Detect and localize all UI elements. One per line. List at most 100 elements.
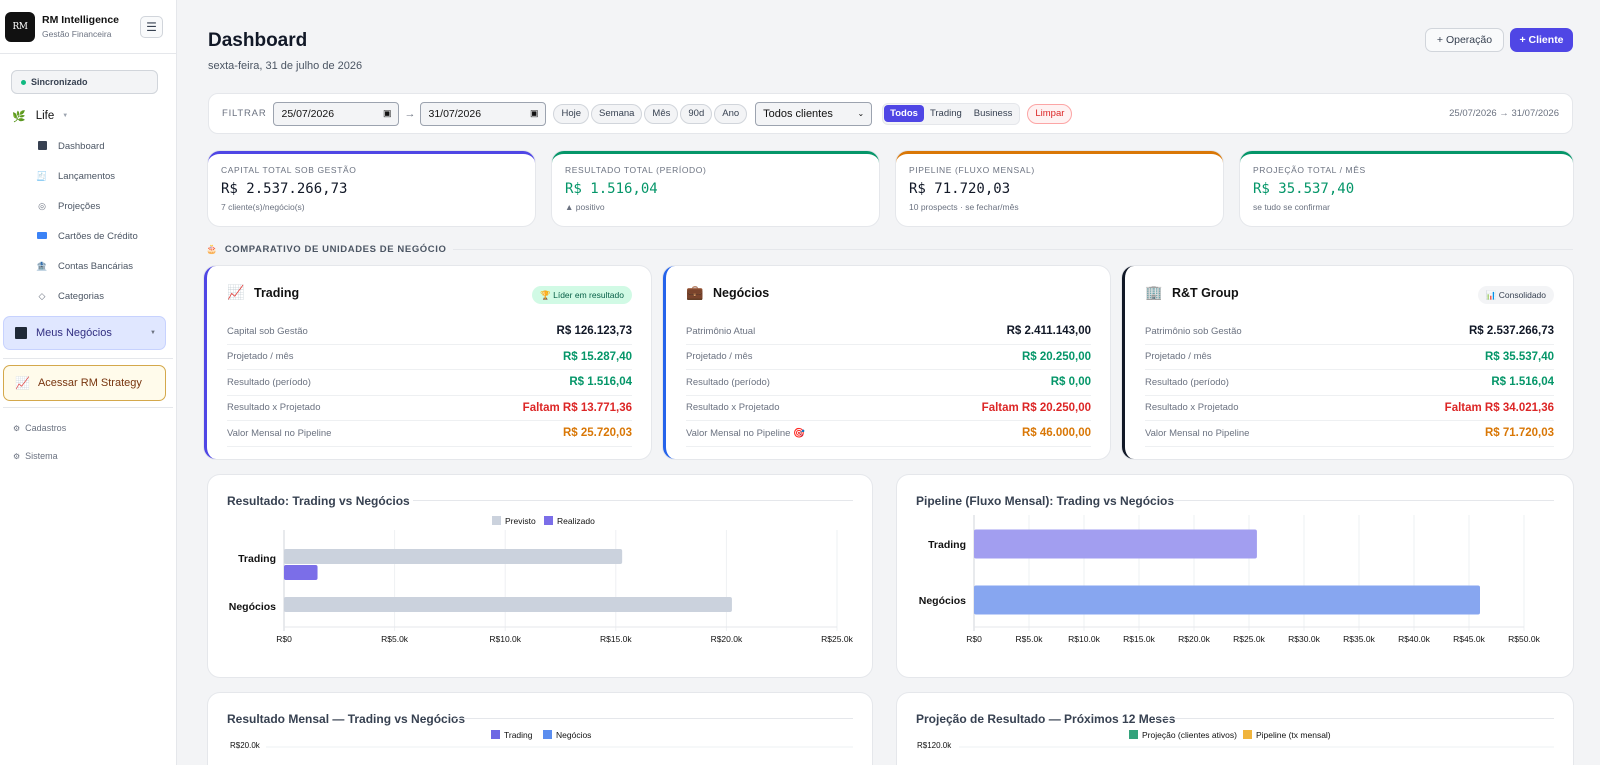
tick-label: R$45.0k (1453, 634, 1485, 644)
brand-logo: RM (5, 11, 35, 42)
tick-label: R$0 (276, 634, 292, 644)
unit-card-trading: 📈 Trading 🏆 Líder em resultado Capital s… (204, 266, 651, 459)
quick-filter-ano[interactable]: Ano (714, 103, 748, 124)
leaf-icon: 🌿 (12, 110, 26, 123)
divider (1157, 718, 1554, 719)
legend-label: Realizado (557, 516, 595, 526)
unit-row: Resultado (período) R$ 1.516,04 (227, 370, 632, 396)
filter-label: FILTRAR (222, 108, 267, 119)
category-label: Trading (928, 539, 966, 551)
add-operation-button[interactable]: + Operação (1425, 28, 1504, 52)
quick-filter-hoje[interactable]: Hoje (553, 103, 590, 124)
unit-row-label: Resultado (período) (227, 376, 311, 388)
divider (1167, 500, 1554, 501)
sidebar-item-categorias[interactable]: ◇ Categorias (0, 281, 176, 311)
unit-row-label: Projetado / mês (227, 351, 294, 363)
unit-row-label: Resultado (período) (686, 376, 770, 388)
client-select[interactable]: Todos clientes ⌄ (755, 101, 873, 126)
unit-name: R&T Group (1172, 285, 1239, 300)
chart-title: Resultado: Trading vs Negócios (227, 494, 410, 508)
tick-label: R$0 (966, 634, 982, 644)
sidebar-item-meus-negocios[interactable]: Meus Negócios ▼ (3, 316, 166, 350)
unit-row-label: Valor Mensal no Pipeline (1145, 427, 1250, 439)
sidebar-item-projecoes[interactable]: ◎ Projeções (0, 191, 176, 221)
sidebar-item-label: Projeções (58, 200, 101, 212)
date-from-value: 25/07/2026 (281, 107, 335, 120)
segment-trading[interactable]: Trading (929, 108, 962, 119)
calendar-icon: ▣ (529, 108, 539, 118)
sidebar-item-cartoes[interactable]: Cartões de Crédito (0, 221, 176, 251)
quick-filter-semana[interactable]: Semana (591, 103, 643, 124)
segment-todos[interactable]: Todos (884, 105, 924, 122)
sidebar: RM RM Intelligence Gestão Financeira ☰ S… (0, 0, 177, 765)
kpi-card-pipeline: PIPELINE (FLUXO MENSAL) R$ 71.720,03 10 … (896, 151, 1223, 226)
calendar-icon: ▣ (382, 108, 392, 118)
tick-label: R$25.0k (1233, 634, 1265, 644)
building-icon: 🏢 (1145, 284, 1163, 300)
chart-resultado-mensal: Trading Negócios R$20.0k (230, 730, 853, 750)
unit-row-label: Resultado x Projetado (686, 402, 780, 414)
unit-row: Valor Mensal no Pipeline R$ 71.720,03 (1145, 421, 1554, 447)
add-client-button[interactable]: + Cliente (1510, 28, 1573, 52)
bar (974, 529, 1257, 559)
acessar-strategy-button[interactable]: 📈 Acessar RM Strategy (3, 365, 166, 401)
tick-label: R$15.0k (600, 634, 632, 644)
date-from-input[interactable]: 25/07/2026 ▣ (273, 101, 400, 126)
clear-filter-button[interactable]: Limpar (1027, 103, 1073, 124)
sidebar-item-label: Categorias (58, 290, 104, 302)
unit-row-value: R$ 126.123,73 (556, 325, 632, 338)
legend-swatch (1243, 730, 1252, 739)
menu-toggle-button[interactable]: ☰ (140, 16, 163, 38)
bar (284, 597, 732, 612)
unit-row: Patrimônio Atual R$ 2.411.143,00 (686, 319, 1091, 345)
kpi-subtext: ▲ positivo (565, 202, 605, 212)
chart-panel-pipeline: Pipeline (Fluxo Mensal): Trading vs Negó… (897, 475, 1573, 677)
kpi-value: R$ 2.537.266,73 (221, 181, 348, 197)
sidebar-item-label: Cadastros (25, 423, 67, 433)
receipt-icon: 🧾 (36, 170, 48, 181)
tick-label: R$20.0k (1178, 634, 1210, 644)
sidebar-item-label: Cartões de Crédito (58, 230, 138, 242)
unit-row-value: R$ 1.516,04 (1491, 376, 1554, 389)
tick-label: R$25.0k (821, 634, 853, 644)
chart-panel-projecao: Projeção de Resultado — Próximos 12 Mese… (897, 693, 1573, 765)
segment-business[interactable]: Business (973, 108, 1013, 119)
unit-row-value: R$ 46.000,00 (1021, 427, 1091, 440)
tick-label: R$5.0k (1016, 634, 1044, 644)
legend-label: Trading (504, 730, 533, 740)
sidebar-item-cadastros[interactable]: ⚙ Cadastros (0, 414, 176, 442)
quick-filter-90d[interactable]: 90d (680, 103, 713, 124)
sidebar-group-life[interactable]: 🌿 Life ▼ (12, 105, 176, 127)
tick-label: R$40.0k (1398, 634, 1430, 644)
chart-up-icon: 📈 (15, 376, 30, 390)
tick-label: R$20.0k (711, 634, 743, 644)
sidebar-item-lancamentos[interactable]: 🧾 Lançamentos (0, 161, 176, 191)
kpi-value: R$ 1.516,04 (565, 181, 658, 197)
unit-row-label: Resultado (período) (1145, 376, 1229, 388)
chart-up-icon: 📈 (227, 284, 245, 300)
tag-icon: ◇ (38, 290, 46, 301)
bar (974, 585, 1480, 615)
unit-row-label: Capital sob Gestão (227, 325, 308, 337)
quick-filter-mes[interactable]: Mês (644, 103, 679, 124)
category-label: Negócios (229, 601, 276, 613)
unit-row: Capital sob Gestão R$ 126.123,73 (227, 319, 632, 345)
sync-dot-icon (21, 79, 26, 85)
tick-label: R$20.0k (230, 741, 261, 750)
unit-row-value: Faltam R$ 20.250,00 (981, 401, 1091, 414)
page-title: Dashboard (208, 30, 308, 51)
brand-header: RM RM Intelligence Gestão Financeira ☰ (0, 0, 176, 54)
chevron-down-icon: ▼ (62, 113, 69, 119)
sidebar-item-contas[interactable]: 🏦 Contas Bancárias (0, 251, 176, 281)
unit-row-value: R$ 25.720,03 (562, 427, 632, 440)
sync-label: Sincronizado (31, 77, 88, 87)
sidebar-item-dashboard[interactable]: Dashboard (0, 131, 176, 161)
unit-row-label: Valor Mensal no Pipeline (227, 427, 332, 439)
kpi-label: CAPITAL TOTAL SOB GESTÃO (221, 165, 357, 175)
chart-projecao: Projeção (clientes ativos) Pipeline (tx m… (917, 730, 1554, 750)
unit-row: Resultado x Projetado Faltam R$ 34.021,36 (1145, 396, 1554, 421)
unit-row: Projetado / mês R$ 15.287,40 (227, 345, 632, 370)
legend-swatch (544, 516, 553, 525)
sidebar-item-sistema[interactable]: ⚙ Sistema (0, 442, 176, 470)
date-to-input[interactable]: 31/07/2026 ▣ (420, 101, 547, 126)
